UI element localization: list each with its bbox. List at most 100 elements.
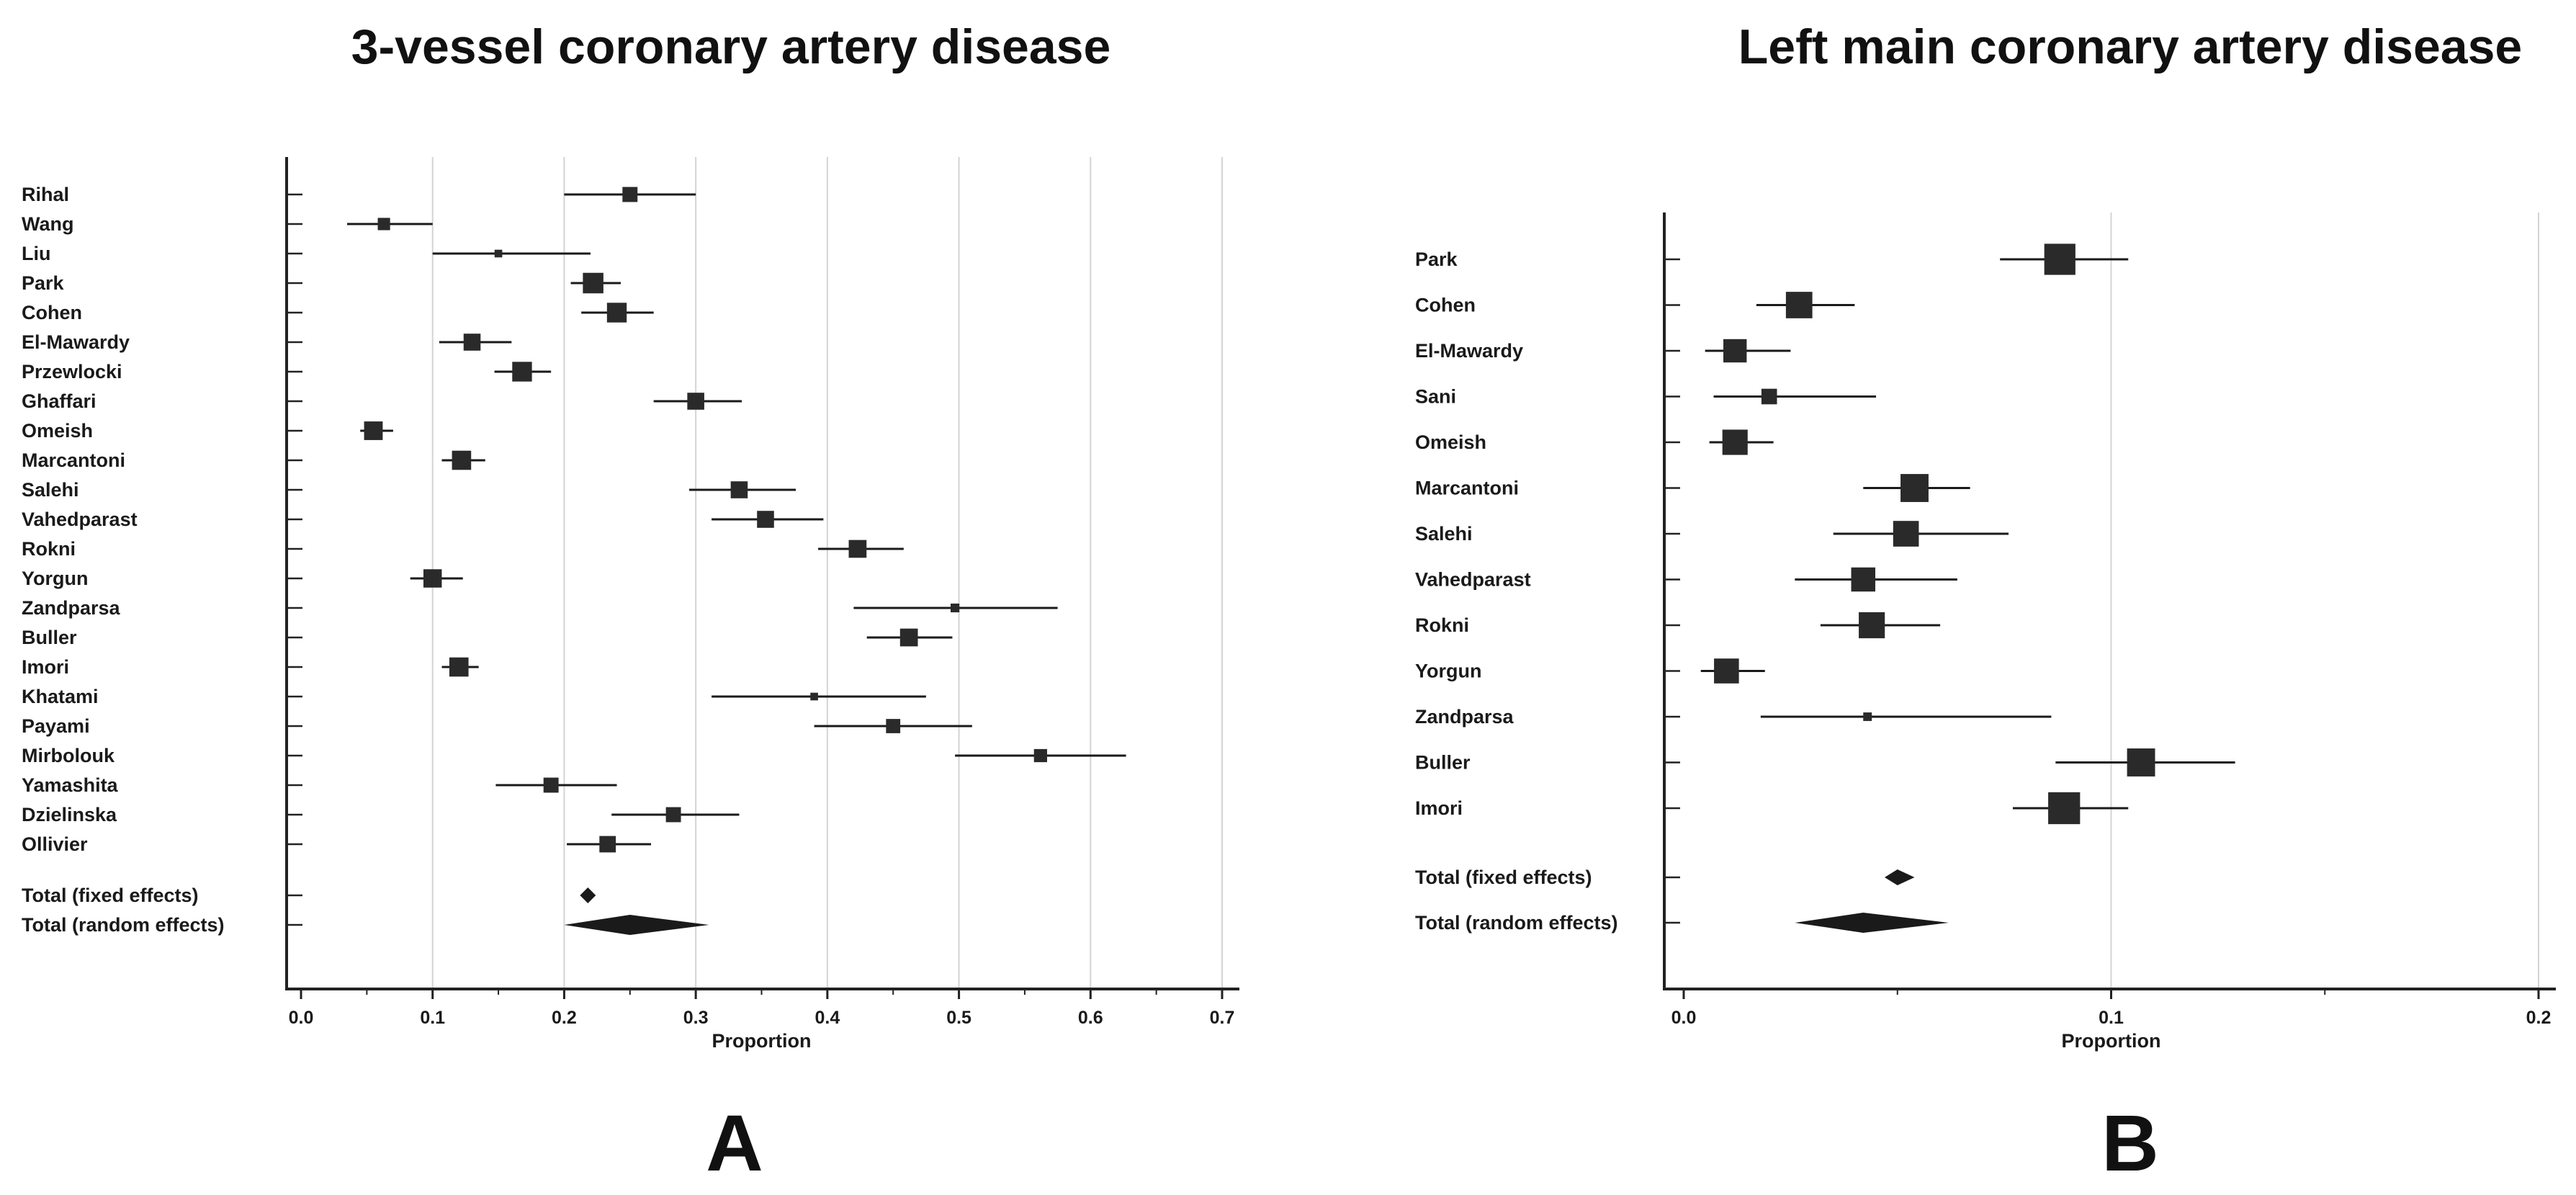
- chart-title: 3-vessel coronary artery disease: [351, 19, 1111, 74]
- x-tick-label: 0.0: [1671, 1008, 1697, 1028]
- panel-label: B: [2101, 1099, 2158, 1188]
- study-estimate-box: [606, 303, 627, 323]
- study-label: Imori: [22, 656, 69, 678]
- study-estimate-box: [1723, 339, 1747, 363]
- study-label: Yorgun: [22, 568, 88, 589]
- study-estimate-box: [452, 450, 472, 470]
- study-label: Rokni: [22, 538, 76, 560]
- study-label: Salehi: [22, 479, 79, 501]
- study-estimate-box: [2044, 243, 2075, 275]
- study-estimate-box: [951, 603, 960, 613]
- study-estimate-box: [364, 421, 383, 440]
- study-label: Omeish: [1415, 431, 1486, 453]
- study-label: Przewlocki: [22, 361, 122, 382]
- study-estimate-box: [1761, 388, 1777, 405]
- x-tick-label: 0.0: [289, 1008, 314, 1028]
- study-label: Marcantoni: [1415, 478, 1519, 499]
- study-label: Park: [1415, 249, 1458, 270]
- summary-label: Total (fixed effects): [22, 885, 199, 906]
- study-label: Ollivier: [22, 833, 88, 855]
- study-label: Rihal: [22, 184, 69, 205]
- summary-diamond: [564, 915, 709, 935]
- study-estimate-box: [757, 511, 774, 528]
- study-estimate-box: [2048, 792, 2081, 825]
- study-estimate-box: [1863, 712, 1872, 721]
- study-label: Salehi: [1415, 523, 1473, 545]
- x-tick-label: 0.6: [1078, 1008, 1103, 1028]
- study-estimate-box: [1785, 292, 1813, 318]
- chart-title: Left main coronary artery disease: [1738, 19, 2522, 74]
- study-estimate-box: [622, 187, 638, 202]
- study-estimate-box: [377, 218, 390, 231]
- study-estimate-box: [665, 807, 681, 823]
- study-label: Cohen: [1415, 295, 1476, 316]
- study-estimate-box: [599, 836, 616, 853]
- study-estimate-box: [449, 657, 469, 677]
- study-estimate-box: [512, 362, 532, 382]
- study-label: Cohen: [22, 302, 82, 323]
- study-estimate-box: [687, 393, 704, 410]
- panel-b: Left main coronary artery disease 0.0 0.1 0…: [1415, 19, 2556, 1188]
- panel-label: A: [706, 1099, 763, 1188]
- study-label: Imori: [1415, 797, 1463, 819]
- study-estimate-box: [848, 540, 867, 558]
- study-estimate-box: [423, 569, 442, 588]
- summary-label: Total (random effects): [22, 914, 225, 936]
- study-label: Zandparsa: [22, 597, 121, 619]
- study-label: Buller: [22, 627, 77, 648]
- x-tick-label: 0.1: [420, 1008, 445, 1028]
- study-label: Wang: [22, 213, 73, 235]
- summary-diamond: [580, 887, 596, 903]
- study-label: Vahedparast: [22, 509, 138, 530]
- study-estimate-box: [1033, 748, 1047, 763]
- study-label: Payami: [22, 715, 90, 737]
- x-tick-label: 0.7: [1210, 1008, 1235, 1028]
- study-estimate-box: [2127, 748, 2155, 776]
- study-estimate-box: [899, 628, 918, 647]
- study-label: Park: [22, 272, 65, 294]
- x-axis-label: Proportion: [712, 1030, 812, 1052]
- summary-label: Total (fixed effects): [1415, 867, 1592, 888]
- study-label: Buller: [1415, 752, 1471, 774]
- study-label: Dzielinska: [22, 804, 117, 825]
- summary-diamond: [1795, 913, 1949, 933]
- study-estimate-box: [1893, 521, 1919, 547]
- study-label: Khatami: [22, 686, 99, 707]
- x-tick-label: 0.2: [552, 1008, 577, 1028]
- study-label: Omeish: [22, 420, 93, 442]
- panel-a: 3-vessel coronary artery disease 0.0 0.1 0.…: [22, 19, 1239, 1188]
- study-estimate-box: [1722, 429, 1748, 455]
- x-tick-label: 0.3: [683, 1008, 709, 1028]
- study-label: Liu: [22, 243, 51, 264]
- study-estimate-box: [463, 334, 481, 351]
- study-estimate-box: [583, 272, 603, 294]
- study-label: Yorgun: [1415, 661, 1481, 682]
- study-estimate-box: [1900, 474, 1929, 502]
- study-label: El-Mawardy: [1415, 340, 1523, 362]
- study-estimate-box: [494, 249, 503, 258]
- x-tick-label: 0.1: [2099, 1008, 2124, 1028]
- summary-diamond: [1884, 869, 1915, 885]
- study-estimate-box: [886, 719, 901, 733]
- x-tick-label: 0.5: [946, 1008, 971, 1028]
- study-estimate-box: [730, 481, 748, 498]
- study-estimate-box: [1859, 612, 1885, 639]
- study-label: Sani: [1415, 386, 1456, 408]
- study-label: Yamashita: [22, 774, 119, 796]
- summary-label: Total (random effects): [1415, 912, 1618, 934]
- study-label: Vahedparast: [1415, 569, 1531, 591]
- x-tick-label: 0.4: [814, 1008, 840, 1028]
- study-label: Marcantoni: [22, 449, 125, 471]
- study-label: Mirbolouk: [22, 745, 115, 766]
- study-estimate-box: [1714, 658, 1739, 684]
- x-tick-label: 0.2: [2526, 1008, 2552, 1028]
- x-axis-label: Proportion: [2062, 1030, 2161, 1052]
- study-estimate-box: [1851, 567, 1876, 592]
- study-label: El-Mawardy: [22, 331, 130, 353]
- study-estimate-box: [543, 777, 559, 793]
- study-label: Rokni: [1415, 614, 1469, 636]
- study-estimate-box: [810, 692, 818, 701]
- study-label: Ghaffari: [22, 390, 97, 412]
- study-label: Zandparsa: [1415, 706, 1514, 728]
